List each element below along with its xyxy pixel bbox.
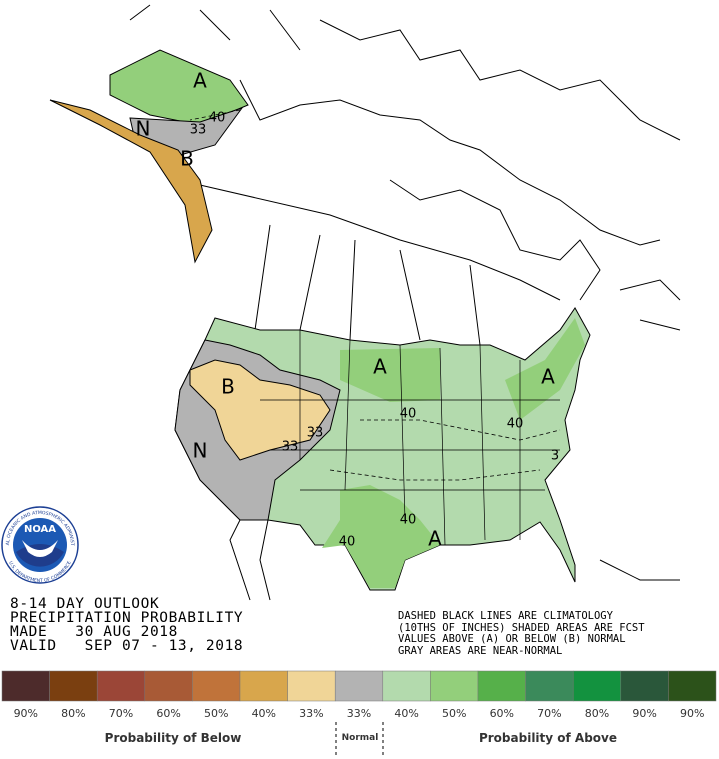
legend-swatch: [477, 670, 526, 702]
legend-swatch: [287, 670, 336, 702]
legend-swatch: [192, 670, 241, 702]
logo-ring: NATIONAL OCEANIC AND ATMOSPHERIC ADMINIS…: [0, 0, 75, 546]
legend-label: 90%: [14, 707, 38, 720]
map-label: A: [193, 69, 207, 93]
text-line: 8-14 DAY OUTLOOK: [10, 596, 160, 612]
map-label: A: [541, 365, 555, 389]
logo-ring-top: NATIONAL OCEANIC AND ATMOSPHERIC ADMINIS…: [0, 0, 75, 546]
legend-swatch: [144, 670, 193, 702]
map-label: 40: [400, 407, 417, 422]
legend-label: 33%: [347, 707, 371, 720]
climatology-lines: [189, 109, 561, 481]
map-label: 40: [400, 513, 417, 528]
legend-label: 70%: [109, 707, 133, 720]
noaa-logo: NOAA NATIONAL OCEANIC AND ATMOSPHERIC AD…: [0, 0, 79, 584]
legend-swatch: [525, 670, 574, 702]
map-label: 33: [282, 440, 299, 455]
text-line: VALUES ABOVE (A) OR BELOW (B) NORMAL: [398, 633, 626, 645]
legend-swatch: [1, 670, 50, 702]
states: [260, 330, 560, 546]
text-line: PRECIPITATION PROBABILITY: [10, 610, 244, 626]
legend-label: 60%: [490, 707, 514, 720]
legend-label: 50%: [204, 707, 228, 720]
legend-label: 90%: [632, 707, 656, 720]
map-label: B: [180, 147, 194, 171]
boundaries: [129, 4, 681, 601]
legend-swatch: [620, 670, 669, 702]
text-line: GRAY AREAS ARE NEAR-NORMAL: [398, 644, 563, 657]
legend-label: 70%: [537, 707, 561, 720]
legend-swatch: [382, 670, 431, 702]
alaska-below: [49, 99, 213, 264]
legend-swatch: [572, 670, 622, 702]
legend-swatch: [49, 670, 98, 702]
legend-swatch: [668, 670, 717, 702]
text-line: DASHED BLACK LINES ARE CLIMATOLOGY: [398, 610, 613, 622]
normal-title: Normal: [342, 733, 379, 743]
legend-swatch: [334, 670, 384, 702]
map-label: A: [428, 527, 442, 551]
map-label: N: [193, 439, 208, 463]
below-title: Probability of Below: [105, 731, 242, 745]
map-labels: A 40 33 N B B N 33 33 A 40 A 40 40 A 40 …: [136, 69, 560, 551]
legend-swatch: [96, 670, 146, 702]
map-label: N: [136, 117, 151, 141]
texas-above: [322, 485, 440, 588]
legend-label: 50%: [442, 707, 466, 720]
legend-label: 33%: [299, 707, 323, 720]
map-label: B: [221, 375, 235, 399]
legend-label: 90%: [680, 707, 704, 720]
map-label: 40: [339, 535, 356, 550]
map-label: 3: [551, 449, 559, 464]
legend: 90% 80% 70% 60% 50% 40% 33% 33% 40% 50% 60% 70% 80% 9…: [1, 670, 717, 720]
text-line: VALID SEP 07 - 13, 2018: [10, 638, 244, 654]
midwest-above: [340, 348, 440, 402]
notes-text: DASHED BLACK LINES ARE CLIMATOLOGY (10THS…: [398, 610, 645, 657]
text-line: MADE 30 AUG 2018: [10, 624, 178, 640]
above-title: Probability of Above: [479, 731, 617, 745]
map-label: 33: [307, 426, 324, 441]
legend-label: 40%: [394, 707, 418, 720]
map-label: 33: [190, 123, 207, 138]
legend-label: 60%: [156, 707, 180, 720]
legend-swatch: [239, 670, 288, 702]
text-line: (10THS OF INCHES) SHADED AREAS ARE FCST: [398, 621, 645, 634]
map-label: A: [373, 355, 387, 379]
map-label: 40: [209, 111, 226, 126]
outlook-text: 8-14 DAY OUTLOOK PRECIPITATION PROBABILIT…: [10, 596, 244, 654]
legend-label: 40%: [252, 707, 276, 720]
legend-label: 80%: [585, 707, 609, 720]
legend-swatch: [430, 670, 479, 702]
map-label: 40: [507, 417, 524, 432]
east-above: [505, 318, 585, 420]
us-below: [189, 359, 331, 461]
legend-label: 80%: [61, 707, 85, 720]
logo-name: NOAA: [24, 524, 56, 535]
